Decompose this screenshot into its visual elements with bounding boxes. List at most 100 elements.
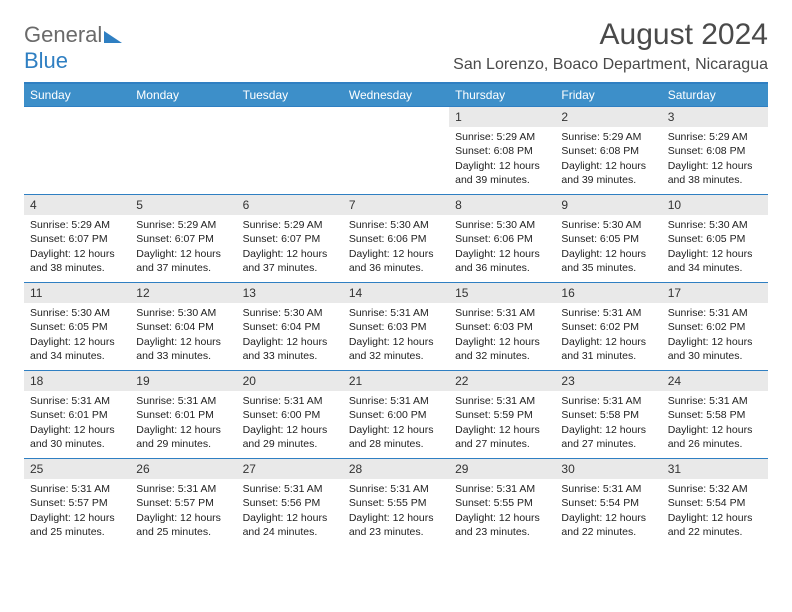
day-number: 18 (24, 371, 130, 391)
sunrise-line: Sunrise: 5:29 AM (668, 130, 762, 144)
day-body: Sunrise: 5:31 AMSunset: 6:02 PMDaylight:… (662, 303, 768, 367)
sunrise-line: Sunrise: 5:30 AM (668, 218, 762, 232)
calendar-cell: 5Sunrise: 5:29 AMSunset: 6:07 PMDaylight… (130, 195, 236, 283)
calendar-cell: 23Sunrise: 5:31 AMSunset: 5:58 PMDayligh… (555, 371, 661, 459)
calendar-cell: 4Sunrise: 5:29 AMSunset: 6:07 PMDaylight… (24, 195, 130, 283)
sunrise-line: Sunrise: 5:32 AM (668, 482, 762, 496)
sunset-line: Sunset: 6:02 PM (668, 320, 762, 334)
day-body: Sunrise: 5:31 AMSunset: 6:03 PMDaylight:… (449, 303, 555, 367)
daylight-line: Daylight: 12 hours and 23 minutes. (455, 511, 549, 539)
day-number: 19 (130, 371, 236, 391)
day-body: Sunrise: 5:29 AMSunset: 6:08 PMDaylight:… (555, 127, 661, 191)
sunrise-line: Sunrise: 5:30 AM (455, 218, 549, 232)
calendar-week-row: 25Sunrise: 5:31 AMSunset: 5:57 PMDayligh… (24, 459, 768, 547)
day-body: Sunrise: 5:30 AMSunset: 6:05 PMDaylight:… (662, 215, 768, 279)
calendar-cell: 18Sunrise: 5:31 AMSunset: 6:01 PMDayligh… (24, 371, 130, 459)
day-body: Sunrise: 5:31 AMSunset: 5:55 PMDaylight:… (343, 479, 449, 543)
sunset-line: Sunset: 6:05 PM (561, 232, 655, 246)
calendar-cell: 17Sunrise: 5:31 AMSunset: 6:02 PMDayligh… (662, 283, 768, 371)
sunrise-line: Sunrise: 5:30 AM (349, 218, 443, 232)
day-number: 24 (662, 371, 768, 391)
day-number: 17 (662, 283, 768, 303)
sunset-line: Sunset: 6:04 PM (243, 320, 337, 334)
calendar-body: 1Sunrise: 5:29 AMSunset: 6:08 PMDaylight… (24, 107, 768, 547)
logo-text: General Blue (24, 22, 122, 74)
day-body: Sunrise: 5:31 AMSunset: 5:57 PMDaylight:… (130, 479, 236, 543)
day-number: 28 (343, 459, 449, 479)
sunrise-line: Sunrise: 5:31 AM (668, 394, 762, 408)
calendar-cell: 20Sunrise: 5:31 AMSunset: 6:00 PMDayligh… (237, 371, 343, 459)
weekday-header: Tuesday (237, 83, 343, 107)
day-number: 22 (449, 371, 555, 391)
daylight-line: Daylight: 12 hours and 22 minutes. (668, 511, 762, 539)
sunrise-line: Sunrise: 5:30 AM (561, 218, 655, 232)
sunrise-line: Sunrise: 5:31 AM (136, 394, 230, 408)
sunset-line: Sunset: 6:01 PM (136, 408, 230, 422)
day-number: 8 (449, 195, 555, 215)
sunrise-line: Sunrise: 5:29 AM (455, 130, 549, 144)
sunrise-line: Sunrise: 5:31 AM (243, 482, 337, 496)
sunset-line: Sunset: 6:06 PM (455, 232, 549, 246)
calendar-cell (24, 107, 130, 195)
title-month: August 2024 (453, 18, 768, 52)
sunset-line: Sunset: 5:55 PM (455, 496, 549, 510)
sunrise-line: Sunrise: 5:30 AM (243, 306, 337, 320)
daylight-line: Daylight: 12 hours and 26 minutes. (668, 423, 762, 451)
sunset-line: Sunset: 5:57 PM (30, 496, 124, 510)
day-number: 2 (555, 107, 661, 127)
daylight-line: Daylight: 12 hours and 38 minutes. (668, 159, 762, 187)
sunrise-line: Sunrise: 5:31 AM (561, 306, 655, 320)
day-body: Sunrise: 5:31 AMSunset: 5:58 PMDaylight:… (662, 391, 768, 455)
sunset-line: Sunset: 6:02 PM (561, 320, 655, 334)
daylight-line: Daylight: 12 hours and 23 minutes. (349, 511, 443, 539)
day-body: Sunrise: 5:31 AMSunset: 5:56 PMDaylight:… (237, 479, 343, 543)
weekday-header: Wednesday (343, 83, 449, 107)
day-body: Sunrise: 5:29 AMSunset: 6:07 PMDaylight:… (130, 215, 236, 279)
sunset-line: Sunset: 6:08 PM (561, 144, 655, 158)
calendar-cell (343, 107, 449, 195)
sunrise-line: Sunrise: 5:31 AM (668, 306, 762, 320)
day-number: 26 (130, 459, 236, 479)
day-number: 9 (555, 195, 661, 215)
weekday-header: Monday (130, 83, 236, 107)
daylight-line: Daylight: 12 hours and 22 minutes. (561, 511, 655, 539)
calendar-week-row: 4Sunrise: 5:29 AMSunset: 6:07 PMDaylight… (24, 195, 768, 283)
sunrise-line: Sunrise: 5:31 AM (455, 394, 549, 408)
day-body: Sunrise: 5:31 AMSunset: 6:01 PMDaylight:… (130, 391, 236, 455)
daylight-line: Daylight: 12 hours and 34 minutes. (30, 335, 124, 363)
sunrise-line: Sunrise: 5:31 AM (349, 306, 443, 320)
daylight-line: Daylight: 12 hours and 27 minutes. (455, 423, 549, 451)
day-body: Sunrise: 5:29 AMSunset: 6:08 PMDaylight:… (662, 127, 768, 191)
calendar-cell: 15Sunrise: 5:31 AMSunset: 6:03 PMDayligh… (449, 283, 555, 371)
calendar-cell: 10Sunrise: 5:30 AMSunset: 6:05 PMDayligh… (662, 195, 768, 283)
sunset-line: Sunset: 5:54 PM (668, 496, 762, 510)
logo-part1: General (24, 22, 102, 47)
calendar-cell: 11Sunrise: 5:30 AMSunset: 6:05 PMDayligh… (24, 283, 130, 371)
calendar-cell: 2Sunrise: 5:29 AMSunset: 6:08 PMDaylight… (555, 107, 661, 195)
sunrise-line: Sunrise: 5:31 AM (136, 482, 230, 496)
sunrise-line: Sunrise: 5:31 AM (455, 306, 549, 320)
sunset-line: Sunset: 6:03 PM (455, 320, 549, 334)
sunset-line: Sunset: 6:05 PM (668, 232, 762, 246)
sunrise-line: Sunrise: 5:30 AM (136, 306, 230, 320)
sunset-line: Sunset: 6:05 PM (30, 320, 124, 334)
daylight-line: Daylight: 12 hours and 25 minutes. (30, 511, 124, 539)
day-number: 20 (237, 371, 343, 391)
day-body: Sunrise: 5:31 AMSunset: 5:57 PMDaylight:… (24, 479, 130, 543)
day-body: Sunrise: 5:29 AMSunset: 6:07 PMDaylight:… (237, 215, 343, 279)
daylight-line: Daylight: 12 hours and 33 minutes. (243, 335, 337, 363)
day-number: 3 (662, 107, 768, 127)
daylight-line: Daylight: 12 hours and 28 minutes. (349, 423, 443, 451)
calendar-cell: 21Sunrise: 5:31 AMSunset: 6:00 PMDayligh… (343, 371, 449, 459)
day-number: 14 (343, 283, 449, 303)
day-body: Sunrise: 5:31 AMSunset: 6:01 PMDaylight:… (24, 391, 130, 455)
calendar-cell: 1Sunrise: 5:29 AMSunset: 6:08 PMDaylight… (449, 107, 555, 195)
calendar-head: SundayMondayTuesdayWednesdayThursdayFrid… (24, 83, 768, 107)
weekday-header: Sunday (24, 83, 130, 107)
sunrise-line: Sunrise: 5:30 AM (30, 306, 124, 320)
calendar-cell: 19Sunrise: 5:31 AMSunset: 6:01 PMDayligh… (130, 371, 236, 459)
calendar-cell: 31Sunrise: 5:32 AMSunset: 5:54 PMDayligh… (662, 459, 768, 547)
day-number: 25 (24, 459, 130, 479)
daylight-line: Daylight: 12 hours and 29 minutes. (243, 423, 337, 451)
calendar-week-row: 18Sunrise: 5:31 AMSunset: 6:01 PMDayligh… (24, 371, 768, 459)
